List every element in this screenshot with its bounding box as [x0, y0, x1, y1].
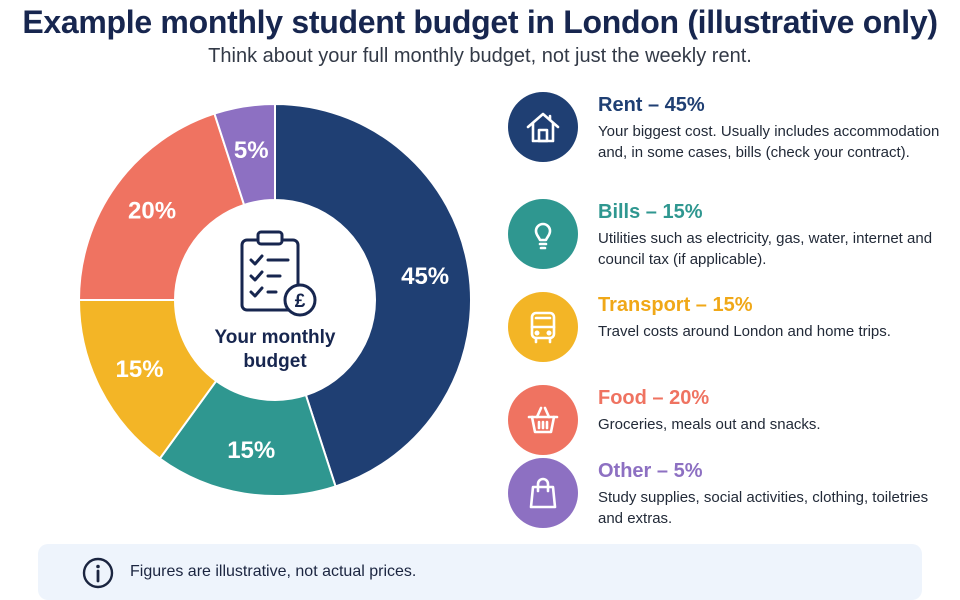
- slice-label-bills: 15%: [227, 437, 275, 464]
- donut-center: [175, 200, 375, 400]
- disclaimer-note: Figures are illustrative, not actual pri…: [38, 544, 922, 600]
- lightbulb-icon: [508, 199, 578, 269]
- slice-label-other: 5%: [234, 137, 269, 164]
- house-icon: [508, 92, 578, 162]
- legend-title-bills: Bills – 15%: [598, 201, 703, 223]
- legend-desc-transport: Travel costs around London and home trip…: [598, 323, 891, 340]
- legend-desc-bills: Utilities such as electricity, gas, wate…: [598, 230, 933, 268]
- bus-icon: [508, 292, 578, 362]
- legend-title-transport: Transport – 15%: [598, 294, 753, 316]
- center-label-line-2: budget: [243, 351, 307, 372]
- slice-label-transport: 15%: [116, 356, 164, 383]
- chart-title: Example monthly student budget in London…: [22, 4, 938, 40]
- disclaimer-text: Figures are illustrative, not actual pri…: [130, 563, 417, 580]
- chart-subtitle: Think about your full monthly budget, no…: [208, 45, 752, 67]
- legend-desc-other: Study supplies, social activities, cloth…: [598, 489, 929, 527]
- shopping-bag-icon: [508, 458, 578, 528]
- legend-title-rent: Rent – 45%: [598, 94, 705, 116]
- budget-donut-chart: £ Your monthly budget 45% 15% 15% 20% 5%: [77, 102, 472, 497]
- slice-label-rent: 45%: [401, 263, 449, 290]
- legend-title-other: Other – 5%: [598, 460, 703, 482]
- legend-title-food: Food – 20%: [598, 387, 710, 409]
- legend-desc-rent: Your biggest cost. Usually includes acco…: [598, 123, 940, 161]
- svg-text:£: £: [295, 291, 306, 312]
- center-label-line-1: Your monthly: [214, 327, 335, 348]
- slice-label-food: 20%: [128, 198, 176, 225]
- clipboard-checklist-pound-icon: £: [240, 230, 317, 317]
- basket-icon: [508, 385, 578, 455]
- info-icon: [82, 557, 114, 589]
- legend-desc-food: Groceries, meals out and snacks.: [598, 416, 821, 433]
